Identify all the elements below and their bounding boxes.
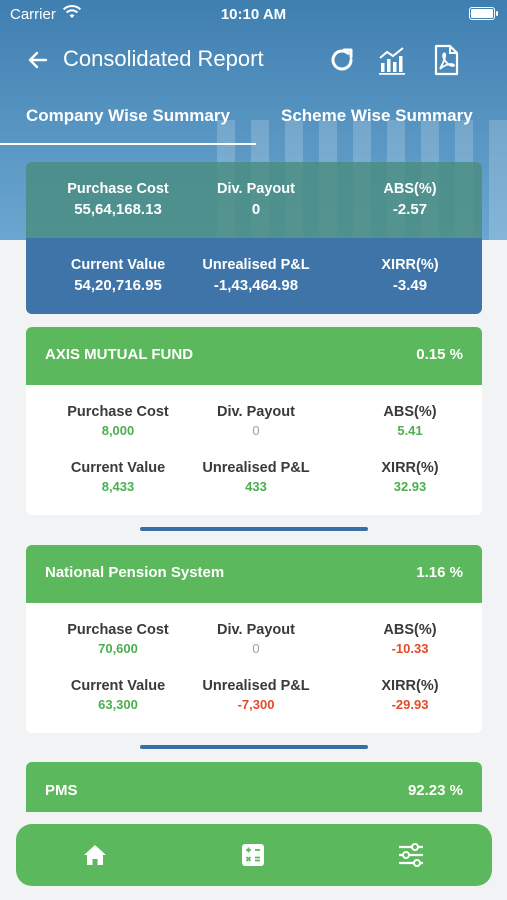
bottom-tab-bar bbox=[16, 824, 492, 886]
tab-company-wise-summary[interactable]: Company Wise Summary bbox=[26, 106, 230, 125]
current-value-label: Current Value bbox=[70, 460, 166, 476]
summary-div-payout: Div. Payout 0 bbox=[180, 181, 332, 218]
consolidated-summary-card: Purchase Cost 55,64,168.13 Div. Payout 0… bbox=[26, 162, 482, 314]
fund-card-pms[interactable]: PMS 92.23 % bbox=[26, 762, 482, 812]
fund-purchase-cost: Purchase Cost 70,600 bbox=[42, 622, 194, 656]
div-payout-value: 0 bbox=[252, 641, 260, 656]
xirr-value: -29.93 bbox=[391, 697, 429, 712]
fund-abs: ABS(%) -10.33 bbox=[334, 622, 482, 656]
fund-name: PMS bbox=[45, 782, 78, 799]
div-payout-label: Div. Payout bbox=[217, 622, 295, 638]
fund-percent: 0.15 % bbox=[416, 346, 463, 363]
fund-body: Purchase Cost 8,000 Div. Payout 0 ABS(%)… bbox=[26, 385, 482, 515]
fund-header: PMS 92.23 % bbox=[26, 762, 482, 812]
fund-card-nps[interactable]: National Pension System 1.16 % Purchase … bbox=[26, 545, 482, 733]
nav-bar: Consolidated Report bbox=[0, 36, 507, 84]
fund-abs: ABS(%) 5.41 bbox=[334, 404, 482, 438]
active-tab-indicator bbox=[0, 143, 256, 145]
summary-unrealised: Unrealised P&L -1,43,464.98 bbox=[180, 257, 332, 294]
fund-percent: 1.16 % bbox=[416, 564, 463, 581]
fund-header: AXIS MUTUAL FUND 0.15 % bbox=[26, 327, 482, 385]
sliders-icon[interactable] bbox=[396, 840, 426, 870]
current-value-label: Current Value bbox=[70, 257, 166, 273]
summary-top-row: Purchase Cost 55,64,168.13 Div. Payout 0… bbox=[26, 162, 482, 238]
summary-abs: ABS(%) -2.57 bbox=[334, 181, 482, 218]
fund-div-payout: Div. Payout 0 bbox=[180, 404, 332, 438]
fund-unrealised: Unrealised P&L -7,300 bbox=[180, 678, 332, 712]
purchase-cost-value: 8,000 bbox=[101, 423, 135, 438]
abs-label: ABS(%) bbox=[383, 622, 437, 638]
fund-purchase-cost: Purchase Cost 8,000 bbox=[42, 404, 194, 438]
summary-purchase-cost: Purchase Cost 55,64,168.13 bbox=[42, 181, 194, 218]
summary-tabs: Company Wise Summary Scheme Wise Summary bbox=[0, 96, 507, 146]
section-divider bbox=[140, 745, 368, 749]
status-time: 10:10 AM bbox=[220, 6, 287, 23]
purchase-cost-value: 70,600 bbox=[98, 641, 138, 656]
div-payout-value: 0 bbox=[252, 423, 260, 438]
unrealised-label: Unrealised P&L bbox=[202, 678, 310, 694]
fund-name: AXIS MUTUAL FUND bbox=[45, 346, 194, 363]
xirr-label: XIRR(%) bbox=[381, 678, 439, 694]
unrealised-label: Unrealised P&L bbox=[202, 257, 310, 273]
purchase-cost-value: 55,64,168.13 bbox=[74, 201, 162, 218]
home-icon[interactable] bbox=[80, 840, 110, 870]
xirr-label: XIRR(%) bbox=[381, 257, 439, 273]
section-divider bbox=[140, 527, 368, 531]
fund-unrealised: Unrealised P&L 433 bbox=[180, 460, 332, 494]
unrealised-value: -7,300 bbox=[237, 697, 275, 712]
fund-header: National Pension System 1.16 % bbox=[26, 545, 482, 603]
abs-value: -10.33 bbox=[391, 641, 429, 656]
fund-current-value: Current Value 8,433 bbox=[42, 460, 194, 494]
div-payout-label: Div. Payout bbox=[217, 181, 295, 197]
arrow-left-icon[interactable] bbox=[26, 48, 50, 72]
battery-icon bbox=[469, 7, 498, 20]
wifi-icon bbox=[62, 5, 82, 18]
bar-chart-icon[interactable] bbox=[376, 44, 408, 76]
calculator-icon[interactable] bbox=[238, 840, 268, 870]
pdf-icon[interactable] bbox=[430, 44, 462, 76]
current-value-value: 54,20,716.95 bbox=[74, 277, 162, 294]
fund-div-payout: Div. Payout 0 bbox=[180, 622, 332, 656]
fund-name: National Pension System bbox=[45, 564, 225, 581]
purchase-cost-label: Purchase Cost bbox=[67, 181, 169, 197]
fund-xirr: XIRR(%) 32.93 bbox=[334, 460, 482, 494]
current-value-label: Current Value bbox=[70, 678, 166, 694]
abs-value: 5.41 bbox=[397, 423, 423, 438]
xirr-value: 32.93 bbox=[393, 479, 427, 494]
div-payout-value: 0 bbox=[251, 201, 261, 218]
unrealised-value: 433 bbox=[245, 479, 267, 494]
current-value-value: 63,300 bbox=[98, 697, 138, 712]
fund-percent: 92.23 % bbox=[407, 782, 463, 799]
fund-card-axis[interactable]: AXIS MUTUAL FUND 0.15 % Purchase Cost 8,… bbox=[26, 327, 482, 515]
abs-label: ABS(%) bbox=[383, 181, 437, 197]
carrier-label: Carrier bbox=[10, 6, 56, 23]
unrealised-label: Unrealised P&L bbox=[202, 460, 310, 476]
purchase-cost-label: Purchase Cost bbox=[67, 622, 169, 638]
page-title: Consolidated Report bbox=[63, 46, 264, 71]
summary-current-value: Current Value 54,20,716.95 bbox=[42, 257, 194, 294]
div-payout-label: Div. Payout bbox=[217, 404, 295, 420]
status-bar: Carrier 10:10 AM bbox=[0, 0, 507, 28]
summary-xirr: XIRR(%) -3.49 bbox=[334, 257, 482, 294]
xirr-label: XIRR(%) bbox=[381, 460, 439, 476]
current-value-value: 8,433 bbox=[101, 479, 135, 494]
summary-bottom-row: Current Value 54,20,716.95 Unrealised P&… bbox=[26, 238, 482, 314]
fund-xirr: XIRR(%) -29.93 bbox=[334, 678, 482, 712]
xirr-value: -3.49 bbox=[392, 277, 428, 294]
abs-value: -2.57 bbox=[392, 201, 428, 218]
fund-body: Purchase Cost 70,600 Div. Payout 0 ABS(%… bbox=[26, 603, 482, 733]
refresh-icon[interactable] bbox=[326, 44, 358, 76]
fund-current-value: Current Value 63,300 bbox=[42, 678, 194, 712]
unrealised-value: -1,43,464.98 bbox=[213, 277, 299, 294]
tab-scheme-wise-summary[interactable]: Scheme Wise Summary bbox=[281, 106, 473, 125]
abs-label: ABS(%) bbox=[383, 404, 437, 420]
purchase-cost-label: Purchase Cost bbox=[67, 404, 169, 420]
